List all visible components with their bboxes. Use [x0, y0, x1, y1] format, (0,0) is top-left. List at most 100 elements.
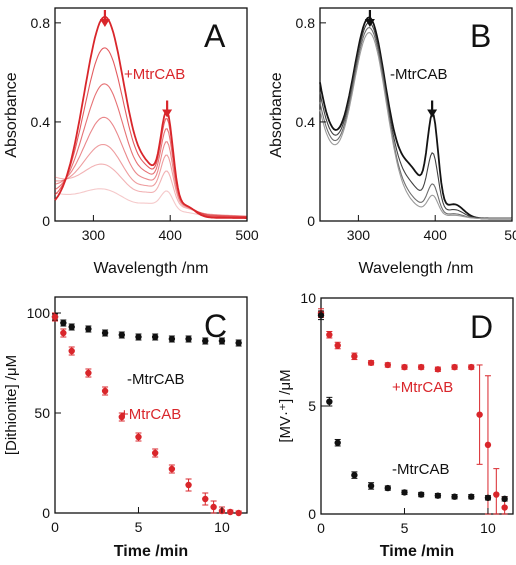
panel-c-point-plus: [210, 503, 217, 511]
panel-d-xtick-label: 5: [401, 520, 409, 536]
panel-d-point-minus: [326, 398, 333, 405]
panel-b-ytick-label: 0.4: [296, 114, 316, 130]
panel-a-ytick-label: 0.4: [31, 114, 51, 130]
panel-c-ytick-label: 100: [27, 305, 51, 321]
panel-a-xlabel: Wavelength /nm: [93, 260, 208, 277]
panel-d: 0 5 10 0 5 10 D +MtrCAB -MtrCAB Time /min [MV…: [277, 290, 514, 560]
panel-c-point-plus: [227, 508, 234, 516]
panel-c-xlabel: Time /min: [114, 543, 188, 560]
panel-d-point-minus: [334, 439, 341, 446]
panel-d-point-plus: [468, 363, 475, 371]
panel-c-xtick-label: 10: [214, 519, 230, 535]
panel-b-ylabel: Absorbance: [268, 72, 285, 157]
panel-c-ytick-label: 50: [34, 405, 50, 421]
panel-d-xlabel: Time /min: [380, 543, 454, 560]
panel-a-letter: A: [204, 18, 226, 54]
panel-b-arrow-head: [364, 19, 375, 27]
panel-b-letter: B: [470, 18, 491, 54]
panel-c-point-plus: [101, 387, 109, 395]
panel-d-point-minus: [451, 493, 458, 500]
panel-c-point-minus: [118, 331, 125, 339]
panel-d-point-plus: [417, 363, 425, 371]
panel-c-point-minus: [202, 337, 209, 345]
panel-b-xlabel: Wavelength /nm: [358, 260, 473, 277]
panel-a-spectrum-line: [54, 163, 248, 217]
panel-b-xtick-label: 50: [504, 227, 516, 243]
panel-a-ytick-label: 0: [42, 213, 50, 229]
panel-d-point-plus: [384, 361, 391, 369]
panel-d-point-plus: [434, 366, 442, 373]
panel-c-point-plus: [60, 329, 67, 337]
panel-d-ylabel: [MV·⁺] /μM: [277, 369, 294, 442]
panel-c-ytick-label: 0: [42, 505, 50, 521]
panel-c-letter: C: [204, 308, 227, 344]
panel-c-point-minus: [135, 333, 142, 341]
panel-a-xtick-label: 300: [82, 227, 106, 243]
panel-c-label-minus: -MtrCAB: [127, 371, 185, 388]
panel-d-point-minus: [401, 489, 408, 496]
panel-a-annotation: +MtrCAB: [124, 66, 185, 83]
panel-d-ytick-label: 0: [308, 506, 316, 522]
panel-c-point-minus: [101, 329, 109, 337]
panel-a-arrow-head: [162, 109, 173, 118]
panel-a-plot: 300 400 500 0 0.4 0.8: [31, 10, 259, 243]
panel-c-point-plus: [51, 313, 59, 321]
panel-c-point-plus: [168, 465, 176, 473]
panel-d-point-minus: [468, 493, 475, 500]
panel-c-point-plus: [202, 495, 209, 503]
panel-d-label-minus: -MtrCAB: [392, 461, 450, 478]
panel-d-xtick-label: 10: [480, 520, 496, 536]
panel-c-point-plus: [151, 449, 159, 457]
panel-d-point-plus: [326, 331, 333, 338]
panel-a-xtick-label: 500: [235, 227, 259, 243]
panel-a-ytick-label: 0.8: [31, 15, 51, 31]
panel-c-point-minus: [85, 325, 92, 333]
panel-d-point-minus: [317, 312, 325, 319]
panel-c-point-plus: [235, 509, 242, 517]
panel-c-xtick-label: 5: [135, 519, 143, 535]
panel-b-annotation: -MtrCAB: [390, 66, 448, 83]
panel-a-spectrum-line: [54, 47, 247, 219]
panel-a-frame: [54, 7, 248, 222]
panel-c-point-minus: [185, 335, 192, 343]
panel-d-point-minus: [351, 471, 358, 479]
panel-d-point-minus: [484, 494, 492, 501]
panel-c-point-plus: [118, 413, 125, 421]
panel-d-point-minus: [417, 491, 425, 498]
panel-c-point-plus: [135, 433, 142, 441]
panel-c-xtick-label: 0: [51, 519, 59, 535]
panel-b-ytick-label: 0.8: [296, 15, 316, 31]
panel-c-point-minus: [60, 319, 67, 327]
panel-d-point-plus: [334, 342, 341, 349]
panel-d-point-plus: [501, 504, 508, 511]
panel-c-point-plus: [85, 369, 92, 377]
panel-d-ytick-label: 10: [300, 290, 316, 306]
panel-b-frame: [319, 7, 513, 222]
panel-a-spectrum-line: [54, 143, 248, 217]
panel-c-point-minus: [168, 335, 176, 343]
panel-d-point-plus: [484, 441, 492, 449]
panel-a-spectrum-line: [54, 83, 247, 218]
panel-b-xtick-label: 300: [347, 227, 371, 243]
panel-c-point-plus: [68, 347, 75, 355]
panel-c-frame: [54, 296, 248, 514]
panel-d-point-minus: [434, 492, 442, 499]
panel-c-point-minus: [68, 323, 75, 331]
panel-d-point-minus: [384, 484, 391, 492]
panel-c-ylabel: [Dithionite] /μM: [3, 355, 20, 455]
panel-a-spectrum-line: [54, 188, 248, 218]
panel-b-arrow-head: [427, 109, 438, 118]
panel-c-label-plus: +MtrCAB: [120, 406, 181, 423]
panel-a-arrow-head: [99, 19, 110, 27]
panel-c-point-minus: [235, 339, 242, 347]
panel-b-xtick-label: 400: [424, 227, 448, 243]
panel-c-point-minus: [151, 333, 159, 341]
panel-b-spectrum-line: [319, 26, 512, 220]
panel-a-xtick-label: 400: [159, 227, 183, 243]
panel-d-point-minus: [367, 482, 375, 490]
panel-a-ylabel: Absorbance: [3, 72, 20, 157]
